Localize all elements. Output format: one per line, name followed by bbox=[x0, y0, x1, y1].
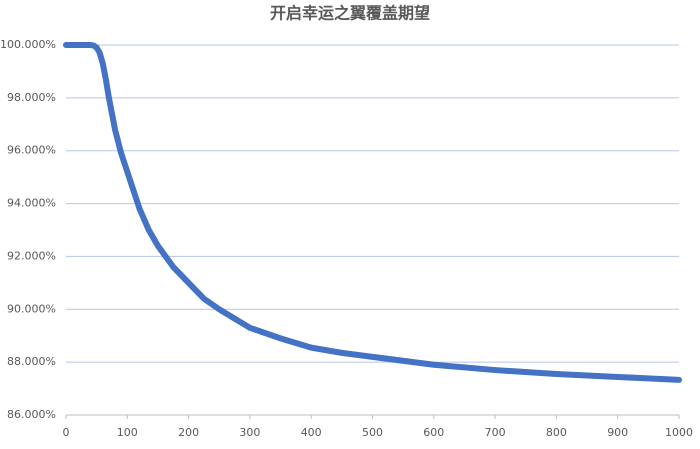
x-tick-label: 200 bbox=[178, 426, 199, 439]
x-tick-label: 900 bbox=[607, 426, 628, 439]
x-tick-label: 500 bbox=[362, 426, 383, 439]
y-tick-label: 86.000% bbox=[7, 408, 56, 421]
y-tick-label: 88.000% bbox=[7, 355, 56, 368]
x-tick-label: 100 bbox=[117, 426, 138, 439]
x-tick-label: 0 bbox=[63, 426, 70, 439]
y-tick-label: 100.000% bbox=[0, 38, 56, 51]
x-tick-label: 700 bbox=[485, 426, 506, 439]
y-tick-label: 98.000% bbox=[7, 91, 56, 104]
y-tick-label: 94.000% bbox=[7, 197, 56, 210]
series-line bbox=[63, 42, 682, 383]
y-tick-label: 96.000% bbox=[7, 144, 56, 157]
y-tick-label: 92.000% bbox=[7, 249, 56, 262]
y-tick-label: 90.000% bbox=[7, 302, 56, 315]
x-tick-label: 600 bbox=[423, 426, 444, 439]
chart-title: 开启幸运之翼覆盖期望 bbox=[270, 4, 430, 23]
x-tick-label: 1000 bbox=[665, 426, 693, 439]
x-tick-label: 300 bbox=[239, 426, 260, 439]
x-tick-label: 400 bbox=[301, 426, 322, 439]
x-tick-label: 800 bbox=[546, 426, 567, 439]
